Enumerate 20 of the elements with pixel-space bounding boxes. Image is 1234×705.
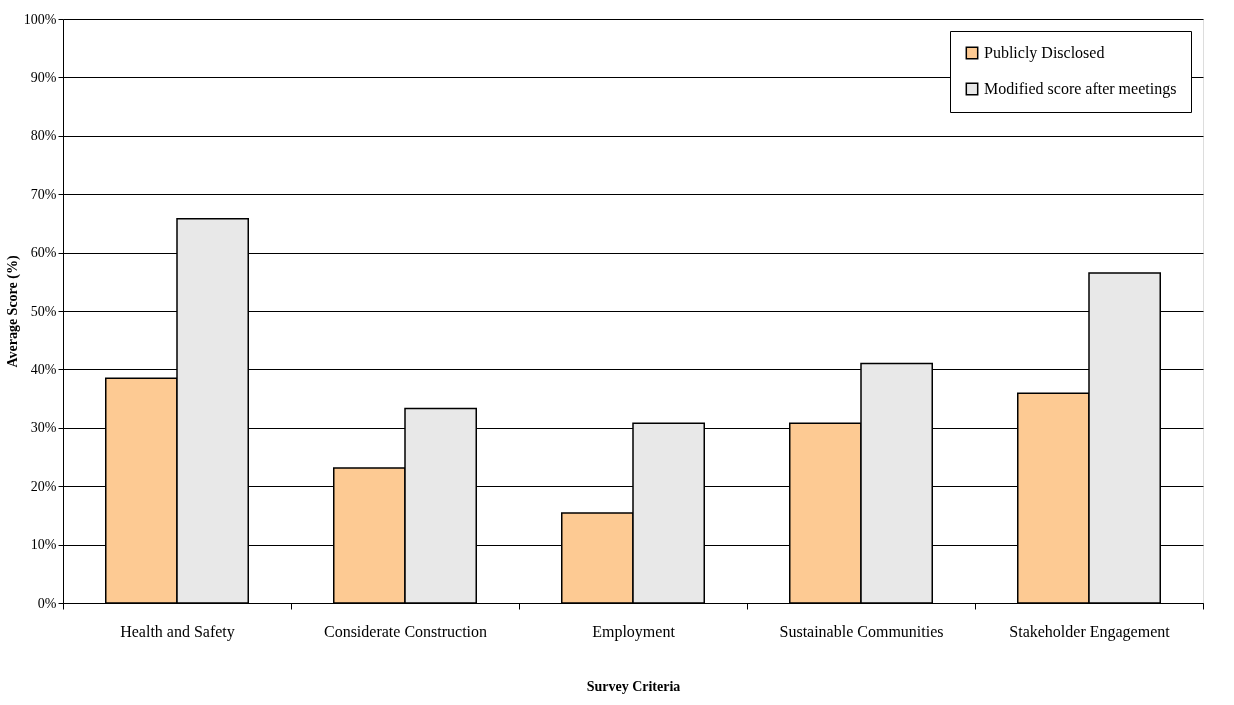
legend-label: Publicly Disclosed — [984, 44, 1105, 62]
x-tick-label: Considerate Construction — [323, 622, 488, 640]
y-tick-label: 100% — [23, 11, 57, 27]
y-axis-title: Average Score (%) — [4, 255, 21, 368]
x-axis-title: Survey Criteria — [586, 678, 681, 694]
y-tick-label: 20% — [30, 478, 57, 494]
x-tick-label: Employment — [592, 622, 676, 641]
y-tick-label: 70% — [30, 186, 57, 202]
y-tick-label: 0% — [37, 595, 57, 611]
y-tick-label: 30% — [30, 420, 57, 436]
y-tick-label: 40% — [30, 361, 57, 377]
y-tick-label: 10% — [30, 537, 57, 553]
x-tick-label: Health and Safety — [120, 622, 235, 641]
legend-label: Modified score after meetings — [984, 80, 1177, 98]
y-tick-label: 60% — [30, 245, 57, 261]
y-tick-label: 80% — [30, 128, 57, 144]
y-tick-label: 90% — [30, 69, 57, 85]
x-tick-label: Stakeholder Engagement — [1009, 622, 1171, 641]
x-tick-label: Sustainable Communities — [779, 622, 944, 640]
y-tick-label: 50% — [30, 303, 57, 319]
